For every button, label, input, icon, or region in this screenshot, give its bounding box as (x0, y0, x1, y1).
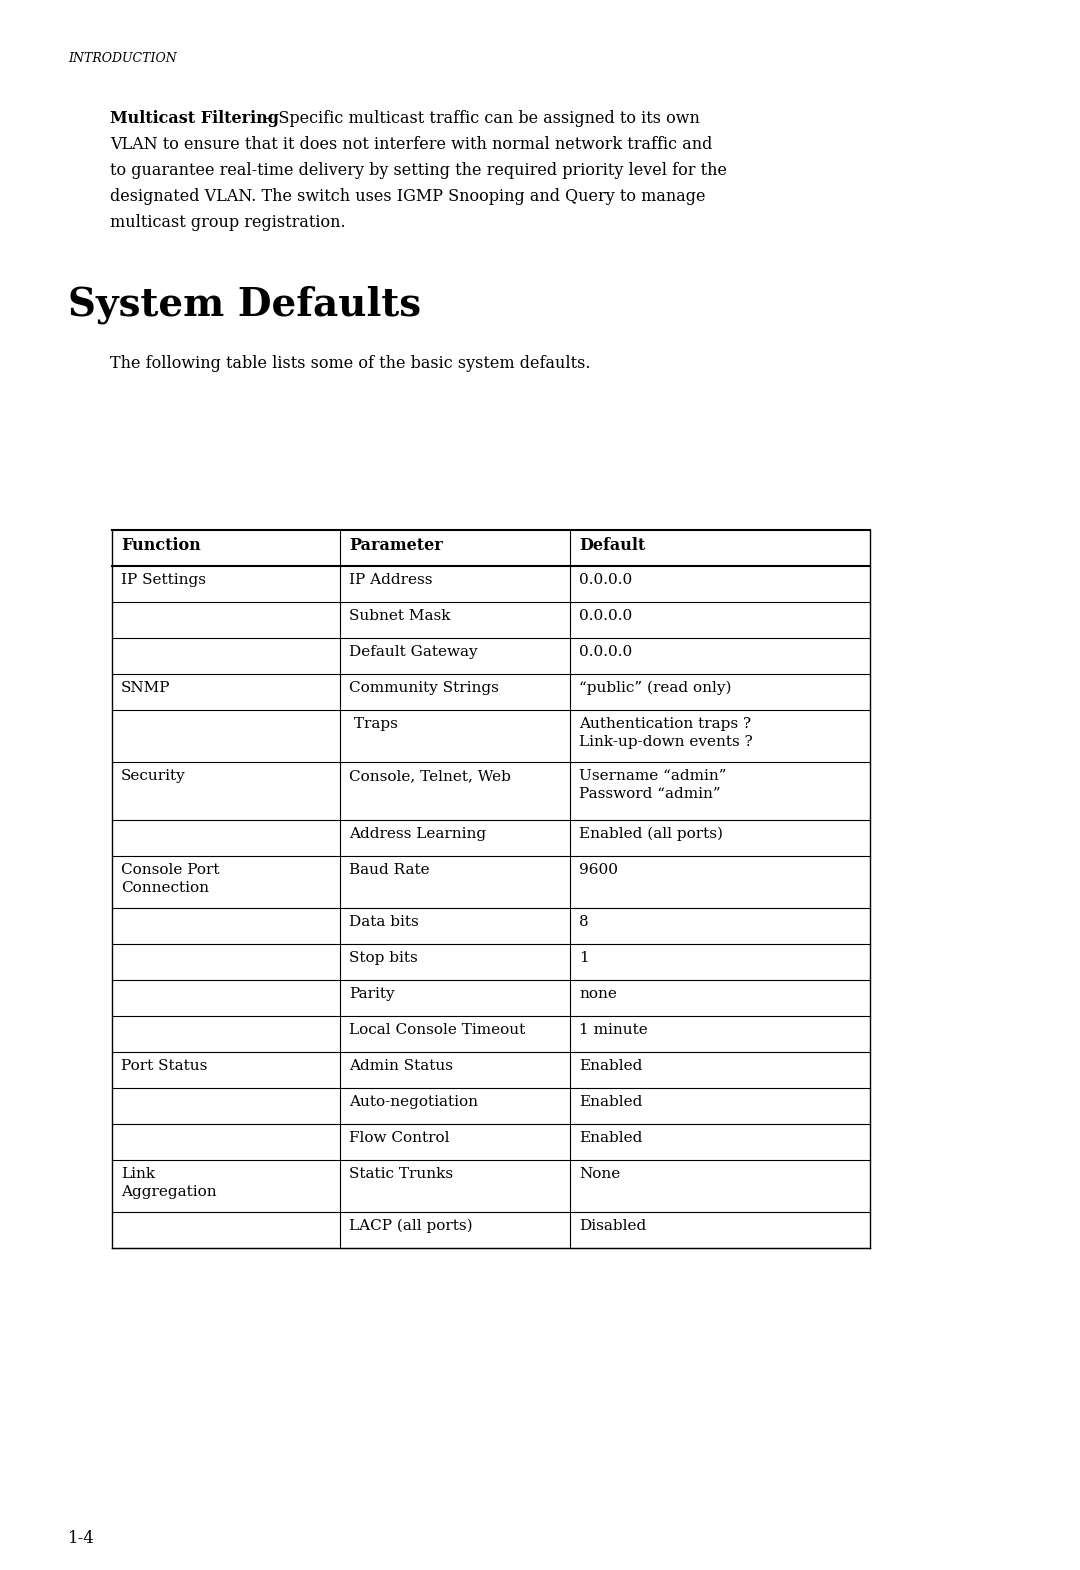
Text: multicast group registration.: multicast group registration. (110, 214, 346, 231)
Text: Enabled: Enabled (579, 1060, 643, 1072)
Text: Authentication traps ?
Link-up-down events ?: Authentication traps ? Link-up-down even… (579, 717, 753, 749)
Text: Enabled: Enabled (579, 1094, 643, 1108)
Text: Traps: Traps (349, 717, 397, 732)
Text: Function: Function (121, 537, 201, 554)
Text: 0.0.0.0: 0.0.0.0 (579, 609, 632, 623)
Text: Local Console Timeout: Local Console Timeout (349, 1024, 525, 1038)
Text: Enabled (all ports): Enabled (all ports) (579, 827, 723, 842)
Text: The following table lists some of the basic system defaults.: The following table lists some of the ba… (110, 355, 591, 372)
Text: 1: 1 (579, 951, 589, 966)
Text: Stop bits: Stop bits (349, 951, 418, 966)
Text: Enabled: Enabled (579, 1130, 643, 1145)
Text: Admin Status: Admin Status (349, 1060, 453, 1072)
Text: none: none (579, 988, 617, 1002)
Text: Address Learning: Address Learning (349, 827, 486, 842)
Text: Parity: Parity (349, 988, 394, 1002)
Text: Baud Rate: Baud Rate (349, 864, 430, 878)
Text: 0.0.0.0: 0.0.0.0 (579, 645, 632, 659)
Text: 1 minute: 1 minute (579, 1024, 648, 1038)
Text: Default: Default (579, 537, 645, 554)
Text: VLAN to ensure that it does not interfere with normal network traffic and: VLAN to ensure that it does not interfer… (110, 137, 713, 152)
Text: 9600: 9600 (579, 864, 618, 878)
Text: Security: Security (121, 769, 186, 783)
Text: Disabled: Disabled (579, 1218, 646, 1232)
Text: designated VLAN. The switch uses IGMP Snooping and Query to manage: designated VLAN. The switch uses IGMP Sn… (110, 188, 705, 206)
Text: Multicast Filtering: Multicast Filtering (110, 110, 279, 127)
Text: Subnet Mask: Subnet Mask (349, 609, 450, 623)
Text: 8: 8 (579, 915, 589, 929)
Text: IP Address: IP Address (349, 573, 432, 587)
Text: – Specific multicast traffic can be assigned to its own: – Specific multicast traffic can be assi… (260, 110, 700, 127)
Text: IP Settings: IP Settings (121, 573, 206, 587)
Text: Link
Aggregation: Link Aggregation (121, 1167, 217, 1199)
Text: Community Strings: Community Strings (349, 681, 499, 696)
Text: INTRODUCTION: INTRODUCTION (68, 52, 177, 64)
Text: Parameter: Parameter (349, 537, 443, 554)
Text: Username “admin”
Password “admin”: Username “admin” Password “admin” (579, 769, 727, 801)
Text: LACP (all ports): LACP (all ports) (349, 1218, 473, 1234)
Text: None: None (579, 1167, 620, 1181)
Text: SNMP: SNMP (121, 681, 171, 696)
Text: Data bits: Data bits (349, 915, 419, 929)
Text: Console, Telnet, Web: Console, Telnet, Web (349, 769, 511, 783)
Text: Static Trunks: Static Trunks (349, 1167, 454, 1181)
Text: Port Status: Port Status (121, 1060, 207, 1072)
Text: Console Port
Connection: Console Port Connection (121, 864, 219, 895)
Text: Default Gateway: Default Gateway (349, 645, 477, 659)
Text: 0.0.0.0: 0.0.0.0 (579, 573, 632, 587)
Text: Flow Control: Flow Control (349, 1130, 449, 1145)
Text: System Defaults: System Defaults (68, 286, 421, 323)
Text: Auto-negotiation: Auto-negotiation (349, 1094, 478, 1108)
Text: 1-4: 1-4 (68, 1531, 95, 1546)
Text: “public” (read only): “public” (read only) (579, 681, 731, 696)
Text: to guarantee real-time delivery by setting the required priority level for the: to guarantee real-time delivery by setti… (110, 162, 727, 179)
